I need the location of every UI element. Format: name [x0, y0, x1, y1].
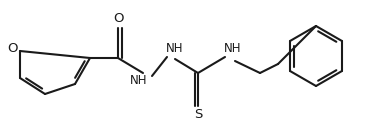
Text: NH: NH	[130, 73, 148, 86]
Text: O: O	[8, 42, 18, 55]
Text: NH: NH	[224, 42, 242, 55]
Text: NH: NH	[166, 42, 184, 55]
Text: O: O	[113, 13, 123, 26]
Text: S: S	[194, 109, 202, 121]
